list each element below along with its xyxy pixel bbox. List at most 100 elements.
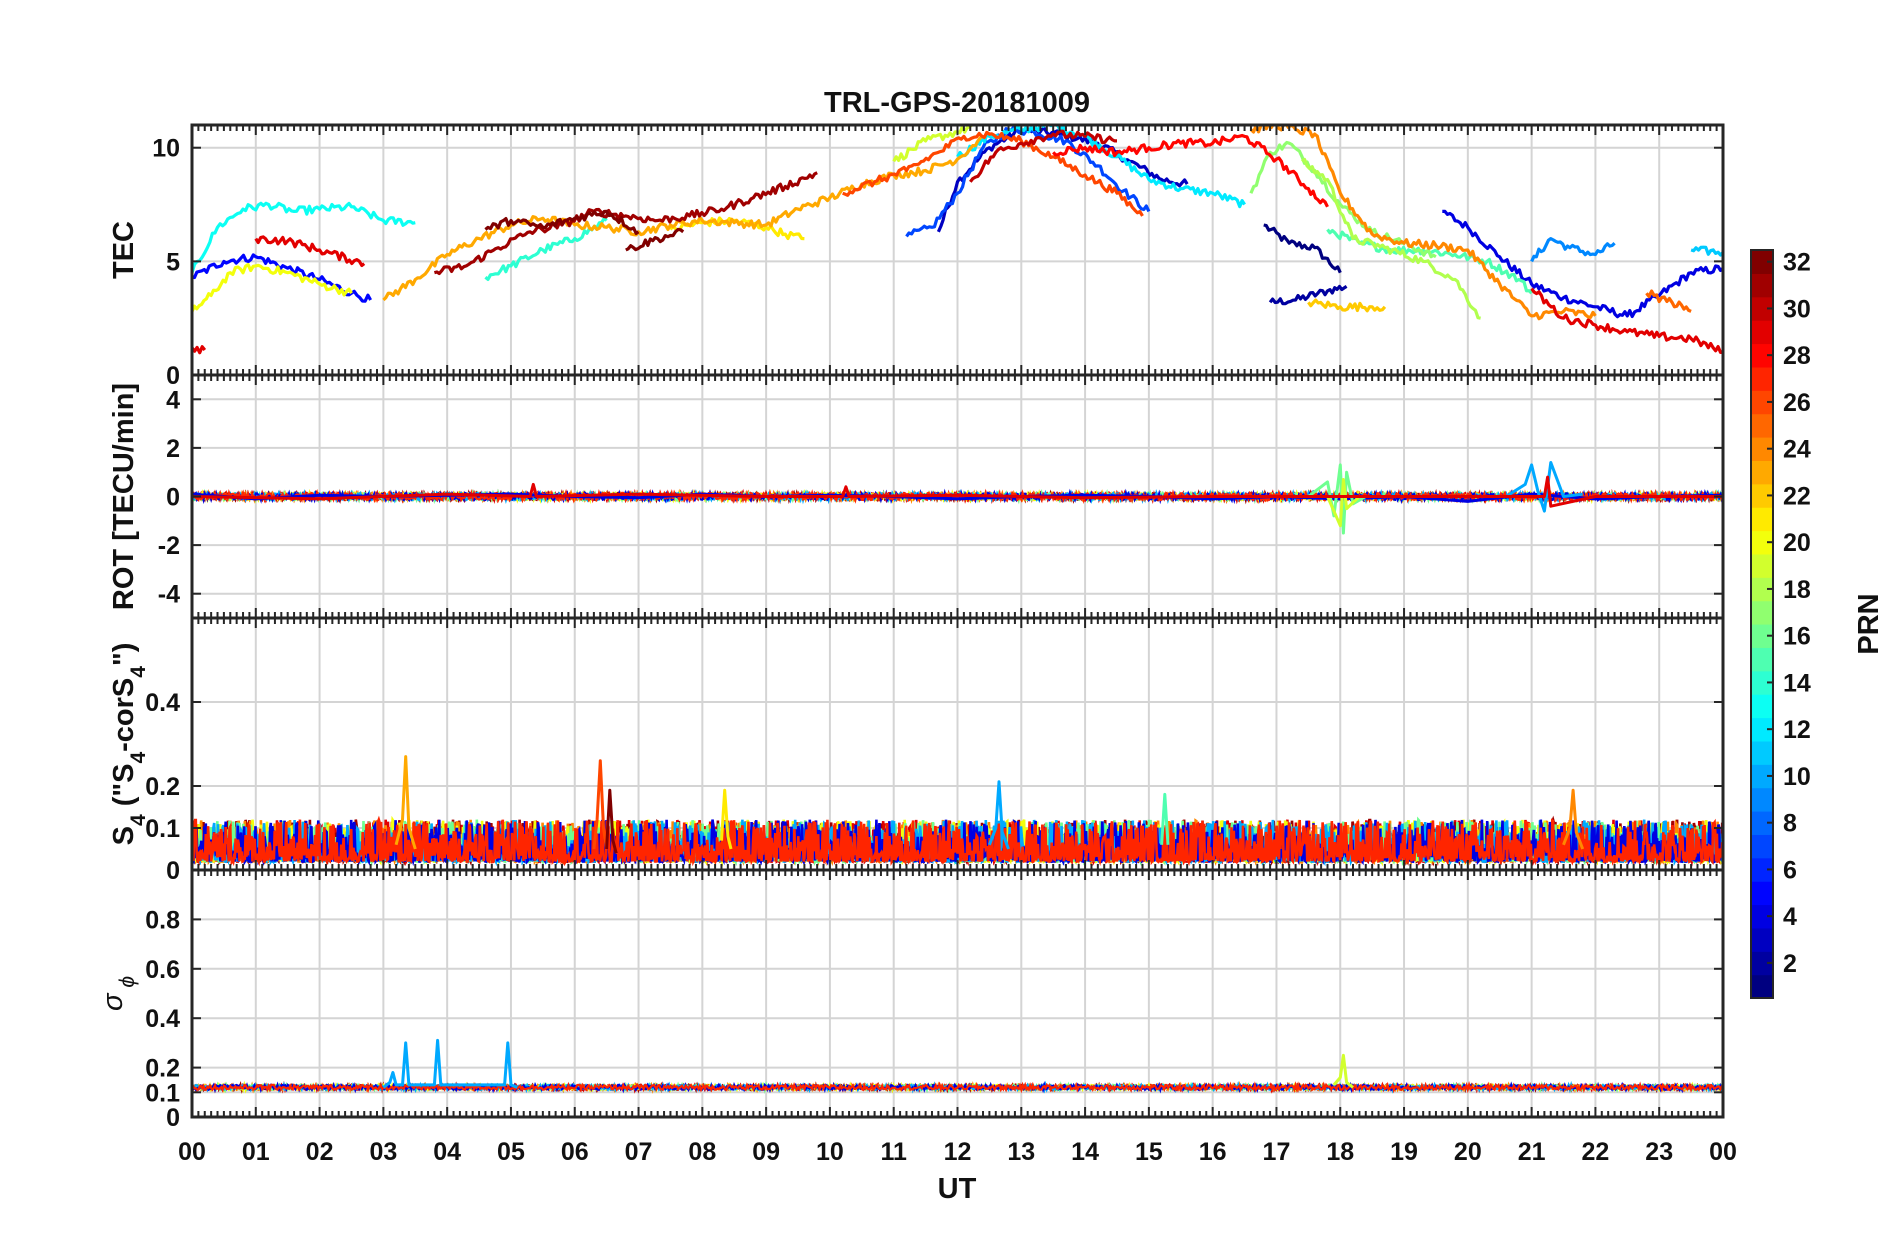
- colorbar-tick-label: 6: [1783, 856, 1797, 884]
- x-tick-label: 23: [1645, 1138, 1673, 1166]
- colorbar-tick-label: 4: [1783, 903, 1797, 931]
- sigma_phi-series-prn-10: [382, 1038, 518, 1089]
- chart-title: TRL-GPS-20181009: [824, 87, 1090, 119]
- tec-series-prn-32: [625, 227, 685, 252]
- sigma_phi-y-tick-labels: 00.10.2 0.4 0.6 0.8: [145, 906, 1723, 1132]
- colorbar-swatch: [1751, 343, 1773, 368]
- colorbar-tick-label: 28: [1783, 342, 1811, 370]
- y-tick-label: 0.4: [145, 1005, 180, 1033]
- x-tick-label: 21: [1518, 1138, 1546, 1166]
- tec-plot: [192, 125, 1723, 355]
- colorbar-swatch: [1751, 764, 1773, 789]
- s4-y-tick-labels: 0 0.1 0.2 0.4: [145, 689, 1723, 885]
- colorbar-swatch: [1751, 857, 1773, 882]
- rot-plot: [192, 461, 1723, 535]
- colorbar-swatch: [1751, 811, 1773, 835]
- x-tick-label: 01: [242, 1138, 270, 1166]
- y-tick-label: 0: [166, 362, 180, 390]
- tec-series-prn-11: [1690, 245, 1723, 257]
- tec-series-prn-1: [1263, 223, 1342, 274]
- s4-noise-series: [192, 815, 1723, 867]
- tec-series-prn-2: [1268, 284, 1348, 306]
- tec-series-prn-4: [1442, 209, 1723, 319]
- x-tick-label: 08: [688, 1138, 716, 1166]
- tec-series-prn-31: [433, 171, 818, 276]
- sigma_phi-plot: [192, 1038, 1723, 1094]
- tec-series-prn-18: [1301, 157, 1481, 320]
- x-tick-label: 22: [1582, 1138, 1610, 1166]
- colorbar-swatch: [1751, 951, 1773, 976]
- colorbar-tick-label: 2: [1783, 950, 1797, 978]
- colorbar-swatch: [1751, 834, 1773, 859]
- colorbar-tick-label: 20: [1783, 529, 1811, 557]
- s4-series-prn-15: [1160, 792, 1170, 845]
- x-axis: 00 01 02 03 04 05 06 07 08 09 10 11 12 13 14 15 16 17 18 19…: [178, 1138, 1737, 1166]
- colorbar-swatch: [1751, 437, 1773, 461]
- colorbar-swatch: [1751, 460, 1773, 485]
- x-tick-label: 07: [625, 1138, 653, 1166]
- colorbar-swatch: [1751, 974, 1773, 999]
- colorbar-swatch: [1751, 296, 1773, 321]
- tec-series-prn-13: [192, 201, 416, 274]
- colorbar-swatch: [1751, 717, 1773, 742]
- rot-series-prn-16: [1307, 463, 1392, 535]
- colorbar-swatch: [1751, 483, 1773, 508]
- colorbar-swatch: [1751, 927, 1773, 952]
- rot-y-axis-label: ROT [TECU/min]: [108, 383, 140, 610]
- colorbar-swatch: [1751, 740, 1773, 765]
- tec-series-prn-9: [1530, 237, 1616, 263]
- x-tick-label: 04: [433, 1138, 461, 1166]
- sigma_phi-series-prn-19: [1332, 1053, 1354, 1089]
- y-tick-label: 0.4: [145, 689, 180, 717]
- y-tick-label: 0: [166, 857, 180, 885]
- tec-series-prn-28: [1052, 133, 1329, 208]
- x-tick-label: 12: [944, 1138, 972, 1166]
- colorbar-swatch: [1751, 530, 1773, 555]
- tec-series-prn-29: [1530, 287, 1723, 354]
- s4-y-axis-label: S4 ("S4-corS4"): [108, 643, 150, 846]
- x-tick-label: 09: [752, 1138, 780, 1166]
- tec-series-prn-29: [254, 235, 366, 268]
- colorbar-tick-label: 18: [1783, 576, 1811, 604]
- colorbar-swatch: [1751, 413, 1773, 438]
- y-tick-label: 10: [152, 135, 180, 163]
- x-tick-label: 11: [880, 1138, 907, 1166]
- tec-series-prn-29: [192, 345, 207, 355]
- colorbar-tick-label: 14: [1783, 669, 1811, 697]
- y-tick-label: 0.8: [145, 906, 180, 934]
- s4-series-prn-23: [394, 755, 417, 850]
- tec-series-prn-20: [192, 262, 353, 313]
- sigma_phi-y-axis-label: σ ϕ: [97, 976, 139, 1011]
- colorbar-swatch: [1751, 553, 1773, 578]
- s4-series-prn-32: [605, 788, 618, 854]
- colorbar-swatch: [1751, 320, 1773, 345]
- s4-series-prn-10: [987, 780, 1010, 850]
- colorbar-swatch: [1751, 577, 1773, 602]
- y-tick-label: 0.6: [145, 956, 180, 984]
- tec-series-prn-23: [382, 134, 984, 302]
- rot-series-prn-10: [1505, 461, 1583, 513]
- colorbar-tick-label: 24: [1783, 436, 1811, 464]
- x-tick-label: 17: [1263, 1138, 1291, 1166]
- x-tick-label: 14: [1071, 1138, 1099, 1166]
- colorbar-swatch: [1751, 507, 1773, 532]
- tec-series-prn-32: [484, 209, 640, 235]
- colorbar-swatch: [1751, 647, 1773, 672]
- colorbar-tick-label: 10: [1783, 763, 1811, 791]
- s4-series-prn-24: [1562, 788, 1585, 850]
- colorbar-frame: [1750, 249, 1774, 999]
- sigma_phi-x-ticks: [191, 870, 1724, 1117]
- x-tick-label: 19: [1390, 1138, 1418, 1166]
- y-tick-label: 0.2: [145, 773, 180, 801]
- y-tick-label: 0.1: [145, 815, 180, 843]
- x-tick-label: 18: [1326, 1138, 1354, 1166]
- colorbar-tick-label: 22: [1783, 482, 1811, 510]
- s4-series-prn-21: [720, 788, 733, 850]
- tec-y-axis-label: TEC: [108, 221, 140, 279]
- colorbar-swatch: [1751, 787, 1773, 812]
- tec-series-prn-30: [969, 129, 1117, 183]
- y-tick-label: 0: [166, 484, 180, 512]
- colorbar-tick-label: 30: [1783, 295, 1811, 323]
